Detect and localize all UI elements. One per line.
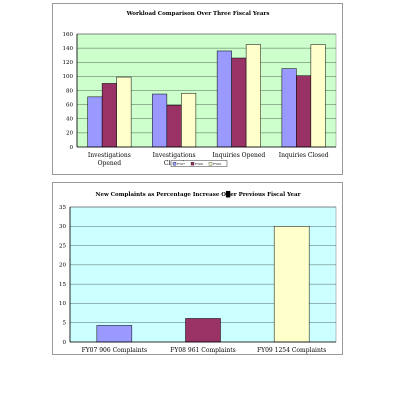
- bar-fy07: [216, 50, 232, 148]
- bar-fy08: [296, 75, 312, 148]
- legend-swatch-fy09: [208, 162, 213, 166]
- y-tick-labels: 0 5 10 15 20 25 30 35: [59, 205, 67, 346]
- legend-swatch-fy07: [172, 162, 177, 166]
- complaints-chart-panel: New Complaints as Percentage Increase O█…: [52, 182, 343, 355]
- y-tick-label: 140: [63, 46, 74, 52]
- bar-3: [273, 226, 310, 343]
- y-tick-label: 20: [59, 263, 66, 269]
- bar-fy07: [87, 96, 103, 148]
- legend-label-fy09: FY09: [213, 162, 221, 166]
- bar-fy07: [281, 68, 297, 148]
- chart-title: New Complaints as Percentage Increase O█…: [96, 190, 301, 198]
- legend-label-fy07: FY07: [177, 162, 185, 166]
- bars: [87, 44, 326, 148]
- axes: [69, 207, 336, 343]
- legend-label-fy08: FY08: [195, 162, 203, 166]
- y-tick-label: 0: [70, 145, 74, 151]
- y-tick-label: 30: [59, 224, 66, 230]
- bar-fy09: [116, 76, 132, 148]
- chart-title: Workload Comparison Over Three Fiscal Ye…: [126, 11, 270, 17]
- y-tick-label: 35: [59, 205, 66, 211]
- bar-fy08: [166, 105, 182, 148]
- legend-swatch-fy08: [190, 162, 195, 166]
- new-complaints-chart: New Complaints as Percentage Increase O█…: [59, 190, 337, 354]
- bar-2: [185, 318, 221, 343]
- workload-comparison-chart: Workload Comparison Over Three Fiscal Ye…: [63, 11, 337, 167]
- legend-box: [170, 160, 228, 167]
- y-tick-label: 20: [66, 131, 73, 137]
- y-tick-label: 160: [63, 32, 74, 38]
- x-tick-label: FY08 961 Complaints: [170, 347, 236, 354]
- bar-fy09: [245, 44, 261, 148]
- legend: FY07 FY08 FY09: [170, 160, 228, 167]
- bar-fy08: [101, 83, 117, 148]
- x-tick-label: Opened: [98, 160, 122, 167]
- y-tick-label: 40: [66, 117, 73, 123]
- bars: [96, 226, 310, 343]
- y-tick-label: 10: [59, 301, 66, 307]
- workload-chart-panel: Workload Comparison Over Three Fiscal Ye…: [52, 3, 343, 175]
- y-tick-label: 80: [66, 88, 73, 94]
- x-tick-label: Inquiries Closed: [279, 152, 329, 159]
- y-tick-label: 5: [63, 321, 67, 327]
- y-tick-label: 25: [59, 243, 66, 249]
- x-tick-label: Investigations: [153, 152, 196, 159]
- y-tick-labels: 0 20 40 60 80 100 120 140 160: [63, 32, 74, 151]
- x-tick-label: Investigations: [88, 152, 131, 159]
- bar-fy07: [152, 93, 168, 148]
- bar-fy09: [181, 93, 197, 148]
- x-tick-label: FY07 906 Complaints: [82, 347, 148, 354]
- x-tick-labels: FY07 906 Complaints FY08 961 Complaints FY…: [82, 347, 327, 354]
- x-tick-label: Inquiries Opened: [213, 152, 266, 159]
- y-tick-label: 0: [63, 340, 67, 346]
- y-tick-label: 15: [59, 282, 66, 288]
- bar-fy09: [310, 44, 326, 148]
- y-tick-label: 100: [63, 74, 74, 80]
- bar-1: [96, 325, 133, 343]
- axes: [76, 34, 336, 148]
- x-tick-label: FY09 1254 Complaints: [257, 347, 326, 354]
- y-tick-label: 120: [63, 60, 74, 66]
- bar-fy08: [231, 57, 247, 148]
- y-tick-label: 60: [66, 102, 73, 108]
